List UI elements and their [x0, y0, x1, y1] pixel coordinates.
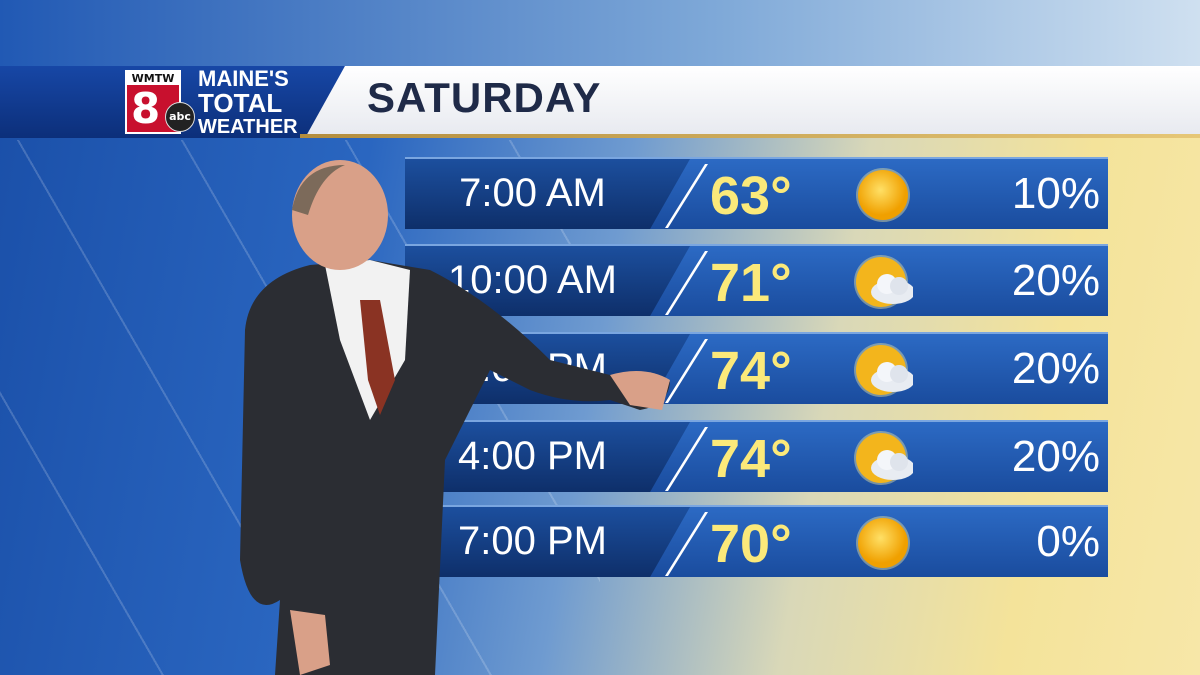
sky-background	[0, 0, 1200, 70]
sun-icon	[853, 165, 913, 225]
precip-chance: 0%	[1036, 517, 1100, 566]
network-logo: abc	[165, 102, 195, 132]
precip-chance: 20%	[1011, 432, 1100, 481]
page-title: SATURDAY	[367, 74, 602, 121]
forecast-row: 4:00 PM 74° 20%	[405, 420, 1108, 492]
sun-icon	[853, 513, 913, 573]
temperature: 71°	[710, 253, 792, 313]
precip-chance: 20%	[1011, 256, 1100, 305]
brand-line: MAINE'S	[198, 66, 289, 91]
temperature: 74°	[710, 341, 792, 401]
partly-cloudy-icon	[853, 428, 915, 488]
forecast-row: 7:00 PM 70° 0%	[405, 505, 1108, 577]
brand-text: MAINE'S TOTAL WEATHER	[198, 67, 298, 138]
channel-number: 8	[131, 84, 161, 133]
precip-chance: 10%	[1011, 169, 1100, 218]
presenter	[240, 160, 670, 675]
gold-rule	[300, 134, 1200, 138]
temperature: 74°	[710, 429, 792, 489]
time-label: 7:00 AM	[459, 171, 606, 215]
time-label: 10:00 AM	[447, 258, 617, 302]
call-letters: WMTW	[127, 72, 179, 85]
partly-cloudy-icon	[853, 252, 915, 312]
brand-line: TOTAL	[198, 88, 283, 118]
time-cell	[405, 159, 690, 229]
temperature: 70°	[710, 514, 792, 574]
brand-line: WEATHER	[198, 116, 298, 138]
temperature: 63°	[710, 166, 792, 226]
time-label: 4:00 PM	[458, 434, 607, 478]
forecast-row: 10:00 AM 71° 20%	[405, 244, 1108, 316]
precip-chance: 20%	[1011, 344, 1100, 393]
forecast-row: 7:00 AM 63° 10%	[405, 157, 1108, 229]
header-bar: WMTW 8 abc MAINE'S TOTAL WEATHER SATURDA…	[0, 66, 1200, 138]
time-label: 7:00 PM	[458, 519, 607, 563]
time-cell	[405, 507, 690, 577]
partly-cloudy-icon	[853, 340, 915, 400]
